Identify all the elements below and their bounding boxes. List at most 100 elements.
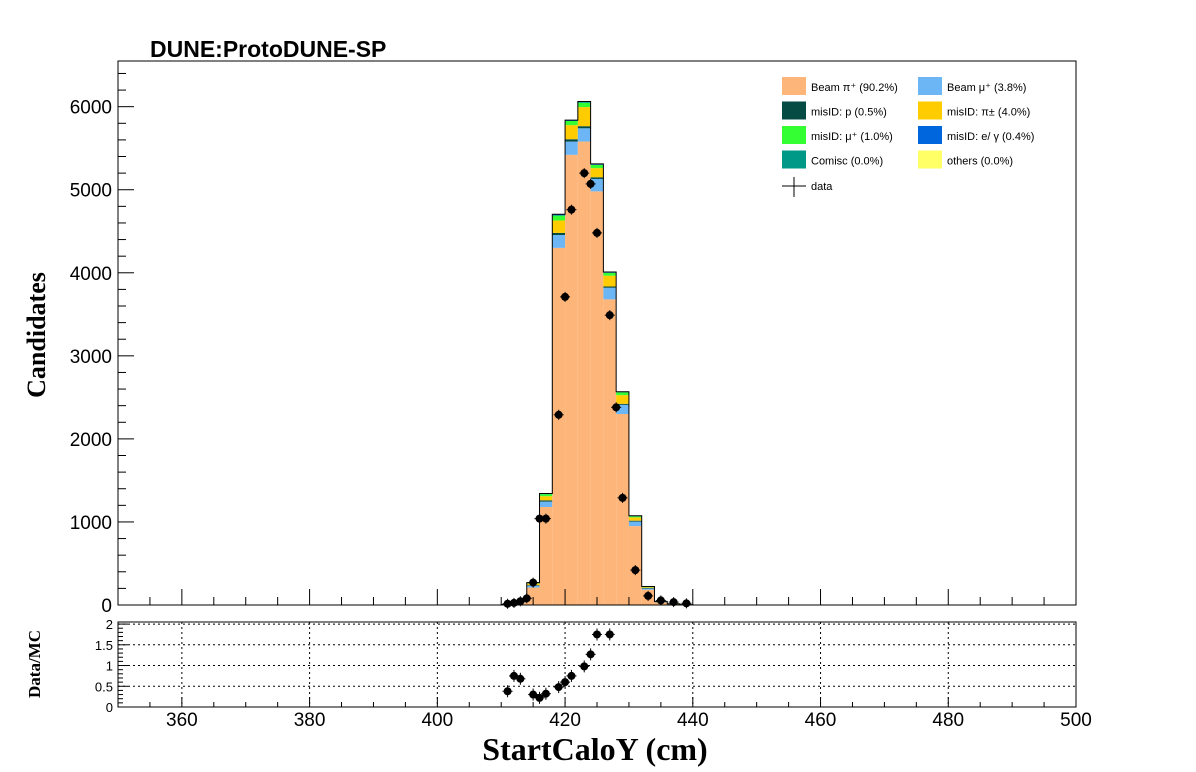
ratio-point [534,691,545,704]
data-point [630,565,641,576]
legend-label: Beam π⁺ (90.2%) [811,82,898,94]
data-point [681,598,692,609]
y-axis-label: Candidates [22,272,51,398]
legend: Beam π⁺ (90.2%) Beam μ⁺ (3.8%) misID: p (0… [782,77,1034,197]
bar-misid_p [577,126,591,129]
ratio-y-tick-label: 1 [106,659,113,674]
bar-misid_p [565,139,578,142]
ratio-point [592,628,602,641]
data-point [528,577,539,588]
data-points [502,168,692,609]
bar-beam_mu [539,501,553,507]
legend-label: misID: p (0.5%) [811,107,887,119]
ratio-axes: 0 0.5 1 1.5 2 360 380 400 420 440 460 480 500 [95,617,1092,731]
y-tick-label: 4000 [70,264,112,285]
legend-swatch [918,150,942,169]
main-axes: 0 1000 2000 3000 4000 5000 6000 [70,72,1077,617]
x-axis-label: StartCaloY (cm) [482,731,707,767]
legend-swatch [782,77,806,95]
x-tick-label: 460 [805,710,837,731]
ratio-y-tick-label: 0.5 [95,679,113,694]
bar-misid_p [616,403,629,405]
legend-entry: misID: μ⁺ (1.0%) [782,126,893,144]
bar-beam_pi [539,506,553,605]
data-point [579,168,590,179]
data-point [604,310,615,321]
bar-misid_mu [552,215,566,221]
bar-misid_p [628,520,642,522]
bar-misid_pi [641,587,655,588]
bar-misid_pi [603,275,617,287]
ratio-point [502,685,513,698]
bar-misid_p [552,232,566,235]
ratio-point [566,669,577,682]
data-point [534,513,545,524]
data-point [502,598,513,609]
ratio-point [604,628,615,641]
y-tick-label: 0 [101,596,112,617]
bar-misid_eg [552,214,566,216]
legend-entry: Beam μ⁺ (3.8%) [918,77,1026,95]
bar-misid_mu [565,120,578,126]
bar-beam_mu [628,521,642,527]
legend-label: others (0.0%) [947,156,1013,168]
ratio-y-tick-label: 1.5 [95,638,113,653]
bar-beam_pi [603,299,617,605]
bar-beam_pi [552,247,566,605]
data-point [521,593,532,604]
y-tick-label: 3000 [70,347,112,368]
legend-label: Beam μ⁺ (3.8%) [947,82,1026,94]
bar-misid_mu [628,516,642,518]
x-tick-label: 420 [549,710,581,731]
ratio-point [540,687,551,700]
x-tick-label: 440 [677,710,709,731]
y-tick-label: 5000 [70,181,112,202]
bar-misid_mu [577,102,591,108]
data-point [540,513,551,524]
ratio-points [502,628,615,704]
data-point [592,227,602,238]
bar-misid_mu [539,494,553,497]
legend-entry: misID: π± (4.0%) [918,101,1030,120]
bar-beam_mu [616,404,629,414]
x-tick-label: 360 [166,710,198,731]
bar-beam_mu [552,234,566,248]
bar-misid_p [603,286,617,288]
legend-entry: Comisc (0.0%) [782,150,883,169]
bar-beam_mu [641,588,655,590]
data-point [566,204,577,215]
bar-misid_p [641,587,655,589]
ratio-point [560,676,571,689]
bar-misid_pi [539,496,553,501]
data-point [585,178,596,189]
bar-beam_pi [590,191,604,605]
ratio-y-tick-label: 0 [106,700,113,715]
y-tick-label: 6000 [70,98,112,119]
ratio-y-tick-label: 2 [106,617,113,632]
legend-entry: Beam π⁺ (90.2%) [782,77,898,95]
x-tick-label: 500 [1060,710,1092,731]
ratio-point [508,669,519,682]
legend-swatch [782,101,806,120]
legend-swatch [782,126,806,144]
legend-swatch [918,126,942,144]
bar-misid_mu [616,392,629,396]
legend-label: misID: μ⁺ (1.0%) [811,131,893,143]
bar-beam_pi [565,154,578,605]
ratio-point [528,688,539,701]
bar-misid_pi [590,168,604,178]
bar-misid_p [539,500,553,502]
bar-misid_mu [590,164,604,169]
x-tick-label: 400 [421,710,453,731]
ratio-point [553,681,564,694]
legend-label: data [811,181,833,193]
legend-label: misID: π± (4.0%) [947,107,1030,119]
legend-swatch [918,101,942,120]
ratio-y-axis-label: Data/MC [25,630,44,698]
x-tick-label: 380 [294,710,326,731]
chart-title: DUNE:ProtoDUNE-SP [150,36,386,62]
bar-beam_mu [565,141,578,155]
bar-beam_mu [603,287,617,300]
legend-swatch [782,150,806,169]
